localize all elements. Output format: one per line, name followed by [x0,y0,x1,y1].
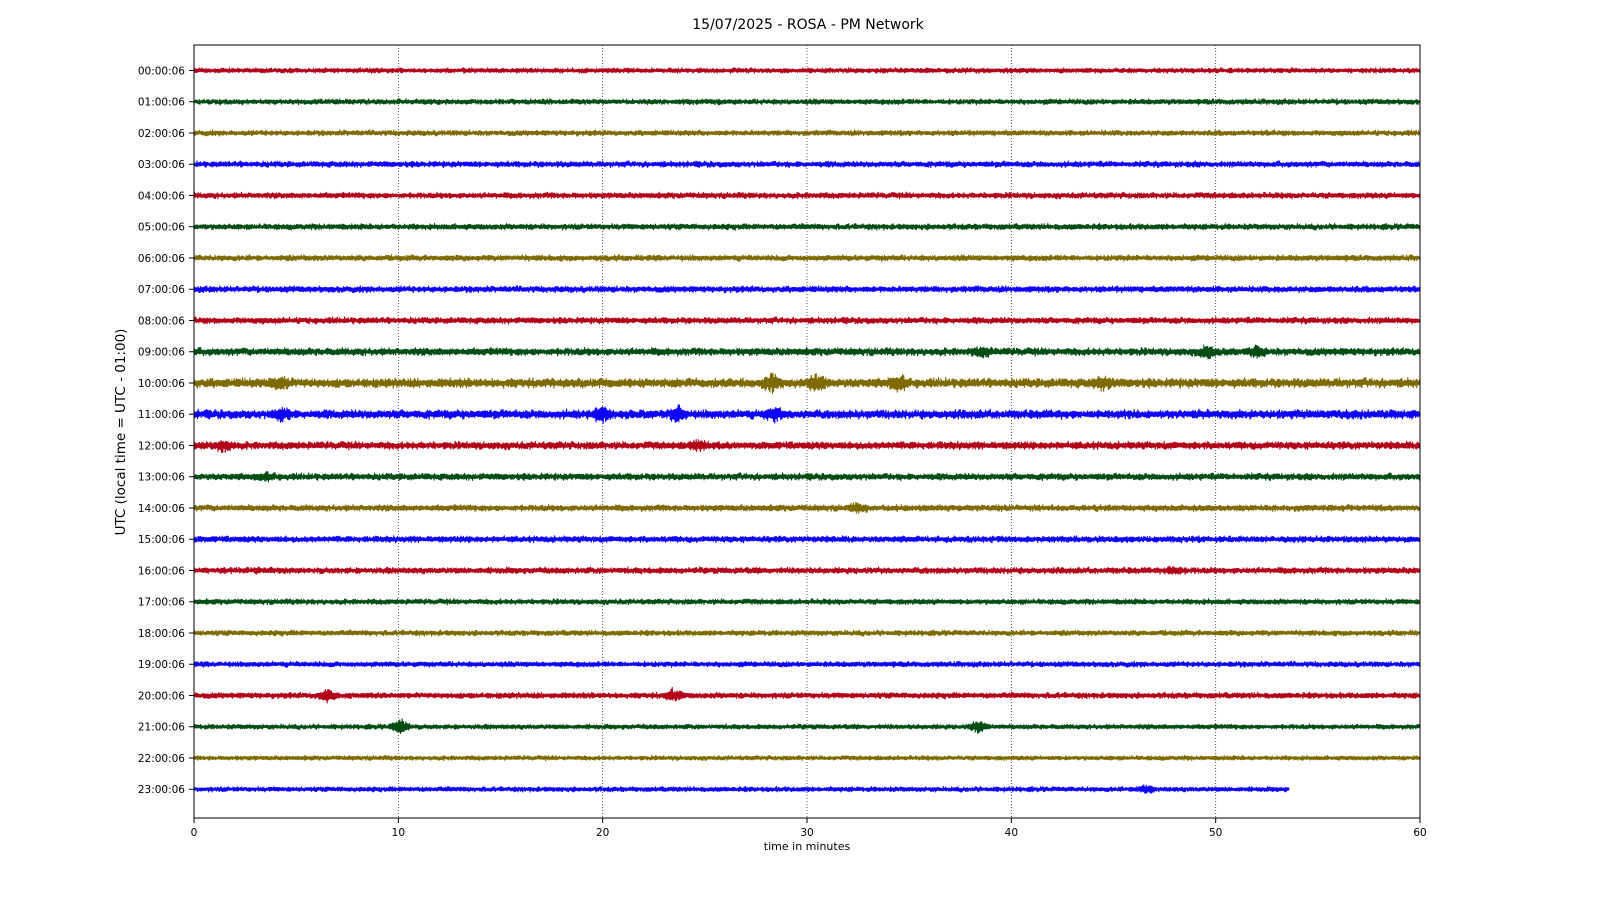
trace-line [193,686,1421,704]
y-tick-label: 20:00:06 [138,690,185,702]
y-tick-label: 12:00:06 [138,440,185,452]
y-tick-label: 18:00:06 [138,628,185,640]
trace-line [193,372,1421,395]
x-tick-label: 0 [191,827,198,839]
y-axis-label: UTC (local time = UTC - 01:00) [113,329,129,536]
traces [193,67,1421,794]
x-tick-label: 50 [1209,827,1222,839]
y-tick-label: 07:00:06 [138,284,185,296]
y-tick-label: 06:00:06 [138,253,185,265]
trace-line [193,438,1421,453]
y-tick-label: 13:00:06 [138,472,185,484]
trace-line [193,535,1421,544]
y-tick-label: 11:00:06 [138,409,185,421]
y-axis-ticks: 00:00:06 01:00:06 02:00:06 03:00:06 04:00:06… [138,65,194,796]
trace-line [193,129,1421,137]
y-tick-label: 21:00:06 [138,722,185,734]
chart-title: 15/07/2025 - ROSA - PM Network [692,17,924,33]
trace-line [193,784,1290,794]
y-tick-label: 17:00:06 [138,597,185,609]
y-tick-label: 09:00:06 [138,347,185,359]
trace-line [193,629,1421,637]
y-tick-label: 22:00:06 [138,753,185,765]
trace-line [193,565,1421,575]
trace-line [193,718,1421,734]
x-tick-label: 20 [596,827,609,839]
trace-line [193,404,1421,424]
trace-line [193,285,1421,294]
trace-line [193,501,1421,515]
y-tick-label: 10:00:06 [138,378,185,390]
x-tick-label: 10 [392,827,405,839]
y-tick-label: 00:00:06 [138,65,185,77]
trace-line [193,754,1421,762]
y-tick-label: 23:00:06 [138,784,185,796]
x-axis-label: time in minutes [764,840,851,853]
y-tick-label: 16:00:06 [138,565,185,577]
y-tick-label: 02:00:06 [138,128,185,140]
y-tick-label: 03:00:06 [138,159,185,171]
trace-line [193,660,1421,668]
y-tick-label: 19:00:06 [138,659,185,671]
trace-line [193,316,1421,325]
trace-line [193,191,1421,200]
trace-line [193,222,1421,231]
x-tick-label: 40 [1005,827,1018,839]
trace-line [193,98,1421,106]
trace-line [193,67,1421,74]
trace-line [193,344,1421,360]
y-tick-label: 04:00:06 [138,190,185,202]
y-tick-label: 08:00:06 [138,315,185,327]
x-tick-label: 30 [800,827,813,839]
y-tick-label: 05:00:06 [138,222,185,234]
y-tick-label: 01:00:06 [138,97,185,109]
trace-line [193,160,1421,169]
trace-line [193,254,1421,262]
x-tick-label: 60 [1413,827,1426,839]
grid-lines [397,45,1217,818]
trace-line [193,470,1421,483]
trace-line [193,598,1421,606]
y-tick-label: 15:00:06 [138,534,185,546]
y-tick-label: 14:00:06 [138,503,185,515]
x-axis-ticks: 0 10 20 30 40 50 60 [191,818,1427,839]
